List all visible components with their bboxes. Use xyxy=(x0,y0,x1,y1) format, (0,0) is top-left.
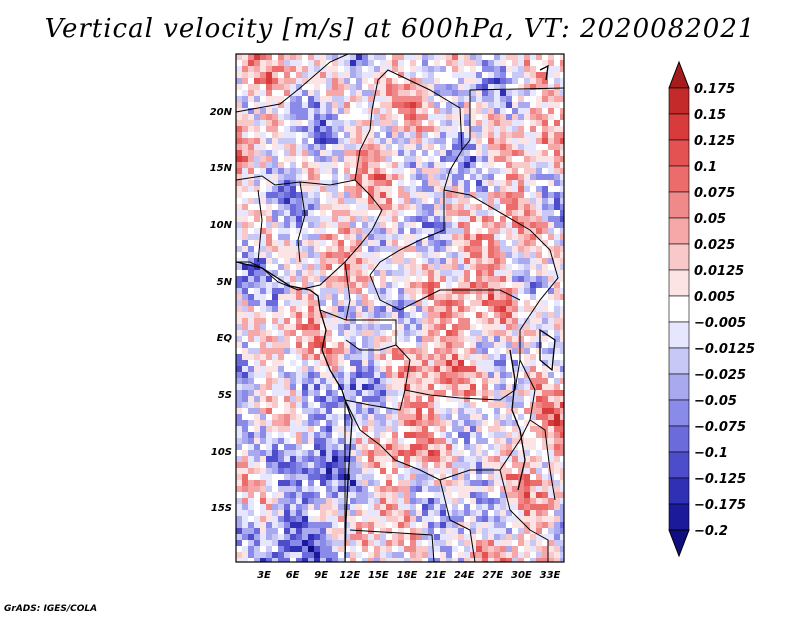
lat-label: EQ xyxy=(217,333,233,344)
colorbar-label: −0.0125 xyxy=(694,342,755,357)
colorbar-box xyxy=(668,217,690,245)
colorbar-label: 0.075 xyxy=(694,186,735,201)
lon-label: 21E xyxy=(425,570,446,581)
colorbar-label: 0.15 xyxy=(694,108,726,123)
colorbar-label: −0.2 xyxy=(694,524,728,539)
coastlines xyxy=(236,64,556,562)
lon-label: 12E xyxy=(339,570,360,581)
colorbar-label: 0.05 xyxy=(694,212,726,227)
colorbar-label: 0.1 xyxy=(694,160,717,175)
colorbar-box xyxy=(668,243,690,271)
colorbar-label: 0.125 xyxy=(694,134,735,149)
colorbar-label: −0.025 xyxy=(694,368,746,383)
lon-label: 15E xyxy=(368,570,389,581)
colorbar-box xyxy=(668,113,690,141)
colorbar-label: 0.005 xyxy=(694,290,735,305)
colorbar-label: −0.05 xyxy=(694,394,737,409)
lon-label: 3E xyxy=(257,570,271,581)
lon-label: 18E xyxy=(397,570,418,581)
lat-label: 15S xyxy=(211,503,232,514)
map-frame xyxy=(235,53,565,563)
footer-credit: GrADS: IGES/COLA xyxy=(4,604,98,614)
lon-label: 30E xyxy=(511,570,532,581)
latitude-labels: 20N 15N 10N 5N EQ 5S 10S 15S xyxy=(210,107,233,514)
colorbar-box xyxy=(668,425,690,453)
colorbar-label: −0.005 xyxy=(694,316,746,331)
colorbar-box xyxy=(668,399,690,427)
lat-label: 10N xyxy=(210,220,233,231)
map-title: Vertical velocity [m/s] at 600hPa, VT: 2… xyxy=(44,14,756,44)
country-borders xyxy=(236,54,564,562)
lat-label: 15N xyxy=(210,163,233,174)
colorbar-bottom-arrow xyxy=(668,529,690,558)
colorbar-box xyxy=(668,373,690,401)
lat-label: 5N xyxy=(217,277,233,288)
colorbar-label: 0.025 xyxy=(694,238,735,253)
lat-label: 10S xyxy=(211,447,232,458)
colorbar-box xyxy=(668,295,690,323)
colorbar-label: −0.175 xyxy=(694,498,746,513)
colorbar-box xyxy=(668,477,690,505)
colorbar-box xyxy=(668,87,690,115)
colorbar-top-arrow xyxy=(668,60,690,89)
colorbar-box xyxy=(668,269,690,297)
colorbar-label: 0.0125 xyxy=(694,264,744,279)
longitude-labels: 3E 6E 9E 12E 15E 18E 21E 24E 27E 30E 33E xyxy=(257,570,560,581)
colorbar-box xyxy=(668,139,690,167)
lon-label: 27E xyxy=(482,570,503,581)
lat-label: 5S xyxy=(218,390,232,401)
colorbar-label: −0.075 xyxy=(694,420,746,435)
colorbar-box xyxy=(668,165,690,193)
lat-label: 20N xyxy=(210,107,233,118)
lon-label: 9E xyxy=(314,570,328,581)
colorbar-label: −0.125 xyxy=(694,472,746,487)
colorbar-box xyxy=(668,321,690,349)
lon-label: 6E xyxy=(286,570,300,581)
lon-label: 33E xyxy=(540,570,561,581)
colorbar-label: 0.175 xyxy=(694,82,735,97)
colorbar-box xyxy=(668,347,690,375)
colorbar-label: −0.1 xyxy=(694,446,728,461)
lon-label: 24E xyxy=(454,570,475,581)
velocity-field xyxy=(236,54,564,562)
colorbar-box xyxy=(668,191,690,219)
colorbar-box xyxy=(668,451,690,479)
colorbar-box xyxy=(668,503,690,531)
